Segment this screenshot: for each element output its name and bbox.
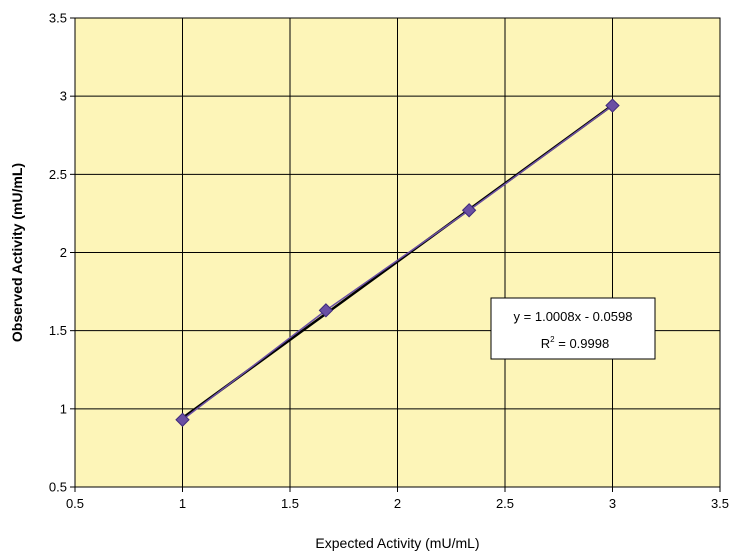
data-series xyxy=(175,98,620,427)
data-point xyxy=(175,412,190,427)
y-tick-label: 2 xyxy=(60,245,67,260)
trendline-equation-box: y = 1.0008x - 0.0598 R2 = 0.9998 xyxy=(490,297,656,360)
x-tick-label: 1.5 xyxy=(281,496,299,511)
x-tick-label: 1 xyxy=(179,496,186,511)
series-line-segment xyxy=(468,104,613,211)
y-tick-label: 1.5 xyxy=(49,323,67,338)
trendline-equation: y = 1.0008x - 0.0598 xyxy=(514,309,633,324)
r-squared-value: = 0.9998 xyxy=(555,336,610,351)
r-squared-exponent: 2 xyxy=(550,335,555,344)
y-axis-title: Observed Activity (mU/mL) xyxy=(9,163,25,342)
data-point xyxy=(605,98,620,113)
r-squared-symbol: R xyxy=(541,336,550,351)
series-line-segment xyxy=(325,209,470,311)
x-tick-label: 2 xyxy=(394,496,401,511)
data-point xyxy=(318,303,334,318)
y-tick-label: 3.5 xyxy=(49,11,67,26)
y-tick-label: 0.5 xyxy=(49,480,67,495)
x-tick-label: 3 xyxy=(609,496,616,511)
x-tick-label: 3.5 xyxy=(711,496,729,511)
x-axis-title: Expected Activity (mU/mL) xyxy=(315,535,479,551)
x-tick-label: 0.5 xyxy=(66,496,84,511)
r-squared-label: R2 = 0.9998 xyxy=(541,335,609,351)
equation-box-frame xyxy=(490,297,656,360)
x-tick-label: 2.5 xyxy=(496,496,514,511)
tick-labels: 0.5 1 1.5 2 2.5 3 3.5 0.5 1 1.5 2 2.5 3 3.5 xyxy=(49,11,729,512)
data-point xyxy=(461,203,477,218)
y-tick-label: 2.5 xyxy=(49,167,67,182)
y-tick-label: 3 xyxy=(60,89,67,104)
series-line-segment xyxy=(182,309,327,421)
y-tick-label: 1 xyxy=(60,401,67,416)
